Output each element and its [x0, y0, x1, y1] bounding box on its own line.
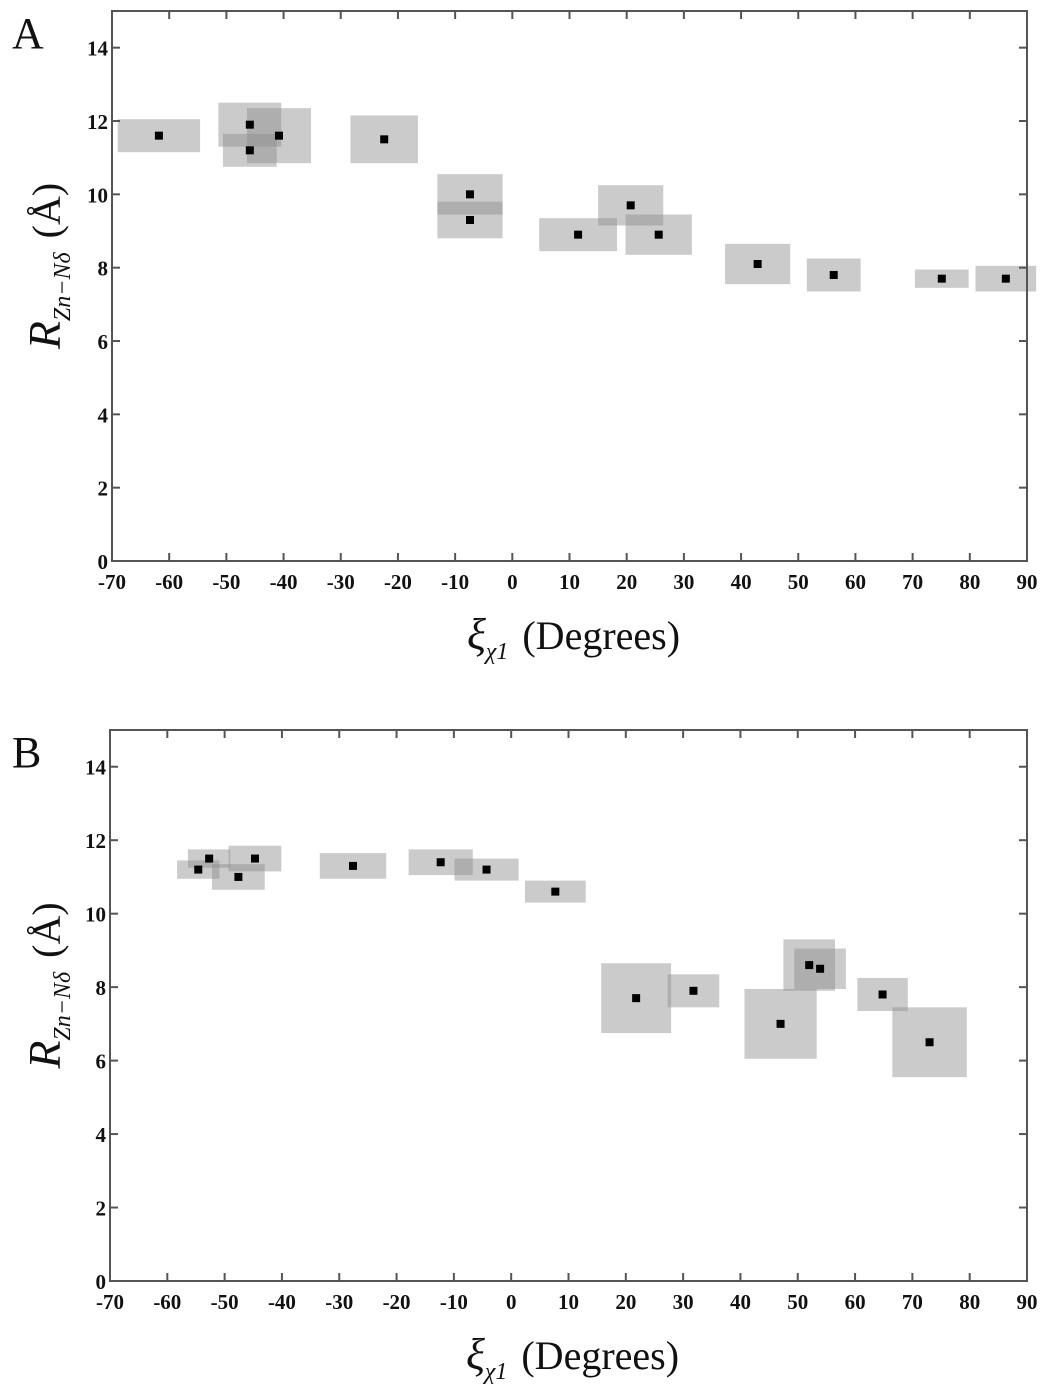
data-point	[925, 1038, 934, 1047]
data-point	[245, 146, 254, 155]
data-point	[205, 854, 214, 863]
x-tick-label: 30	[673, 1290, 694, 1314]
x-tick-label: 90	[1017, 1290, 1038, 1314]
y-tick-label: 14	[85, 756, 107, 780]
x-tick-label: -20	[383, 1290, 411, 1314]
data-point	[482, 865, 491, 874]
x-tick-label: -10	[440, 1290, 468, 1314]
x-tick-label: -30	[325, 1290, 353, 1314]
x-tick-label: -70	[96, 1290, 124, 1314]
data-markers	[154, 120, 1010, 283]
panel-letter: A	[12, 9, 44, 58]
data-point	[251, 854, 260, 863]
data-point	[816, 964, 825, 973]
data-point	[654, 230, 663, 239]
x-tick-label: 20	[615, 1290, 636, 1314]
y-tick-label: 12	[85, 829, 106, 853]
data-point	[574, 230, 583, 239]
x-tick-label: 50	[788, 570, 809, 594]
x-tick-label: -10	[441, 570, 469, 594]
y-tick-label: 2	[96, 1197, 107, 1221]
data-point	[436, 858, 445, 867]
x-tick-label: 30	[673, 570, 694, 594]
y-tick-label: 8	[98, 257, 109, 281]
data-point	[878, 990, 887, 999]
x-tick-label: 80	[959, 1290, 980, 1314]
y-tick-label: 10	[87, 183, 108, 207]
x-tick-label: 50	[787, 1290, 808, 1314]
x-tick-label: 0	[506, 1290, 517, 1314]
data-point	[626, 201, 635, 210]
data-point	[349, 861, 358, 870]
y-tick-label: 0	[98, 550, 109, 574]
data-point	[245, 120, 254, 129]
y-tick-label: 14	[87, 37, 109, 61]
x-tick-label: 0	[507, 570, 518, 594]
x-tick-label: 20	[616, 570, 637, 594]
x-axis-title: ξχ1 (Degrees)	[466, 1330, 679, 1385]
data-point	[776, 1019, 785, 1028]
x-tick-label: 90	[1017, 570, 1038, 594]
y-tick-label: 10	[85, 903, 106, 927]
data-markers	[194, 854, 934, 1047]
data-point	[465, 190, 474, 199]
data-point	[380, 135, 389, 144]
x-tick-label: -20	[384, 570, 412, 594]
x-tick-label: 10	[559, 570, 580, 594]
x-tick-label: 70	[902, 570, 923, 594]
data-point	[274, 131, 283, 140]
data-point	[1001, 274, 1010, 283]
data-point	[937, 274, 946, 283]
data-point	[829, 271, 838, 279]
x-axis-title: ξχ1 (Degrees)	[467, 610, 680, 665]
panel-b: -70 -60 -50 -40 -30 -20 -10 0 10 20 30 40 50 60 70 80 90…	[0, 696, 1050, 1392]
data-point	[689, 986, 698, 995]
data-point	[194, 865, 203, 874]
y-tick-label: 8	[96, 976, 107, 1000]
scatter-plot-a: -70 -60 -50 -40 -30 -20 -10 0 10 20 30 40 50 60 70 80 90…	[12, 9, 1038, 665]
y-tick-label: 6	[98, 330, 109, 354]
y-axis-title: RZn−Nδ(Å)	[19, 902, 76, 1069]
y-tick-label: 6	[96, 1050, 107, 1074]
y-tick-label: 12	[87, 110, 108, 134]
data-point	[154, 131, 163, 140]
axes-frame	[111, 10, 1028, 562]
y-tick-label: 4	[98, 403, 109, 427]
panel-a: -70 -60 -50 -40 -30 -20 -10 0 10 20 30 40 50 60 70 80 90…	[12, 9, 1038, 665]
x-tick-label: -70	[98, 570, 126, 594]
x-tick-label: -40	[270, 570, 298, 594]
data-point	[465, 216, 474, 224]
x-tick-label: 10	[558, 1290, 579, 1314]
data-point	[551, 887, 560, 896]
data-point	[632, 994, 641, 1003]
y-tick-label: 0	[96, 1270, 107, 1294]
error-boxes	[117, 102, 1037, 292]
x-tick-label: 80	[959, 570, 980, 594]
x-tick-label: -50	[212, 570, 240, 594]
x-tick-label: 60	[845, 1290, 866, 1314]
axes: -70 -60 -50 -40 -30 -20 -10 0 10 20 30 40 50 60 70 80 90…	[87, 10, 1038, 594]
x-tick-label: -30	[327, 570, 355, 594]
data-point	[805, 961, 814, 970]
x-tick-label: 40	[730, 1290, 751, 1314]
x-tick-label: 60	[845, 570, 866, 594]
x-tick-label: 70	[902, 1290, 923, 1314]
scatter-plot-b: -70 -60 -50 -40 -30 -20 -10 0 10 20 30 40 50 60 70 80 90…	[12, 728, 1038, 1385]
data-point	[234, 872, 243, 881]
x-tick-label: 40	[731, 570, 752, 594]
x-tick-label: -60	[153, 1290, 181, 1314]
x-tick-label: -50	[211, 1290, 239, 1314]
y-tick-label: 2	[98, 477, 109, 501]
error-boxes	[177, 845, 967, 1078]
panel-letter: B	[12, 728, 41, 777]
axes: -70 -60 -50 -40 -30 -20 -10 0 10 20 30 40 50 60 70 80 90…	[85, 729, 1038, 1314]
y-axis-title: RZn−Nδ(Å)	[19, 183, 76, 350]
x-tick-label: -40	[268, 1290, 296, 1314]
x-tick-label: -60	[155, 570, 183, 594]
data-point	[753, 260, 762, 268]
y-tick-label: 4	[96, 1123, 107, 1147]
